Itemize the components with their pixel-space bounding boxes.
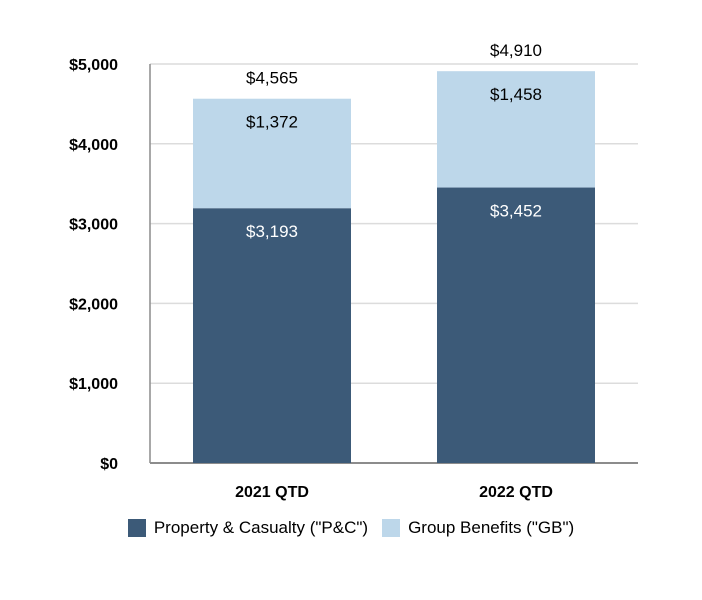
bar-segment — [193, 98, 351, 209]
legend-label-gb: Group Benefits ("GB") — [408, 518, 575, 537]
y-tick-label: $1,000 — [69, 376, 118, 393]
legend-label-pc: Property & Casualty ("P&C") — [153, 518, 369, 537]
total-label: $4,565 — [246, 69, 298, 88]
chart-legend: Property & Casualty ("P&C") Group Benefi… — [0, 518, 702, 538]
data-label: $3,193 — [246, 222, 298, 241]
x-category-label: 2021 QTD — [235, 484, 309, 501]
y-tick-label: $4,000 — [69, 137, 118, 154]
legend-swatch-gb — [382, 519, 401, 537]
legend-item-gb: Group Benefits ("GB") — [382, 518, 574, 538]
bar-segment — [193, 208, 351, 463]
data-label: $1,372 — [246, 113, 298, 132]
total-label: $4,910 — [490, 41, 542, 60]
data-label: $3,452 — [490, 202, 542, 221]
x-category-label: 2022 QTD — [479, 484, 553, 501]
y-tick-label: $3,000 — [69, 217, 118, 234]
bar-segment — [437, 71, 595, 188]
legend-item-pc: Property & Casualty ("P&C") — [127, 518, 369, 538]
legend-swatch-pc — [127, 519, 146, 537]
y-tick-label: $2,000 — [69, 296, 118, 313]
y-tick-label: $0 — [100, 456, 118, 473]
y-tick-label: $5,000 — [69, 57, 118, 74]
bar-segment — [437, 187, 595, 463]
data-label: $1,458 — [490, 85, 542, 104]
